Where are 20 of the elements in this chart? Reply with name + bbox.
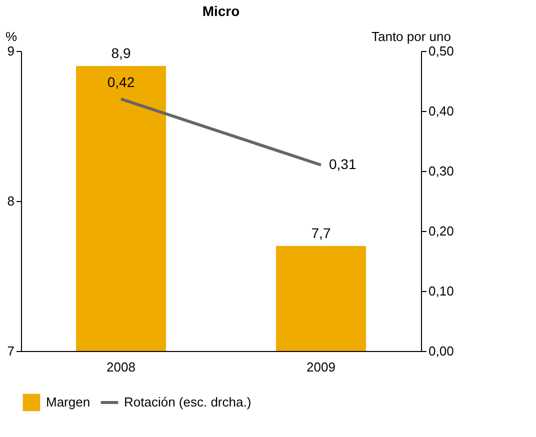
legend-label: Rotación (esc. drcha.) — [124, 394, 252, 410]
y2-tick-label: 0,40 — [428, 104, 454, 118]
y-tick-label: 8 — [7, 194, 14, 208]
data-label: 7,7 — [311, 225, 331, 241]
y2-tick-label: 0,20 — [428, 224, 454, 238]
y-axis-title: % — [5, 29, 18, 44]
y2-tick-label: 0,00 — [428, 344, 454, 358]
chart-title: Micro — [202, 3, 240, 19]
x-tick-label: 2008 — [106, 360, 136, 374]
data-label: 0,31 — [329, 156, 356, 172]
legend-label: Margen — [46, 394, 90, 410]
y2-tick-label: 0,50 — [428, 44, 454, 58]
data-label: 8,9 — [111, 45, 131, 61]
y2-axis-title: Tanto por uno — [371, 29, 451, 44]
y-tick-label: 9 — [7, 44, 14, 58]
data-label: 0,42 — [107, 74, 135, 90]
y-tick-label: 7 — [7, 344, 14, 358]
y2-tick-label: 0,10 — [428, 284, 454, 298]
x-tick-label: 2009 — [306, 360, 336, 374]
y2-tick-label: 0,30 — [428, 164, 454, 178]
